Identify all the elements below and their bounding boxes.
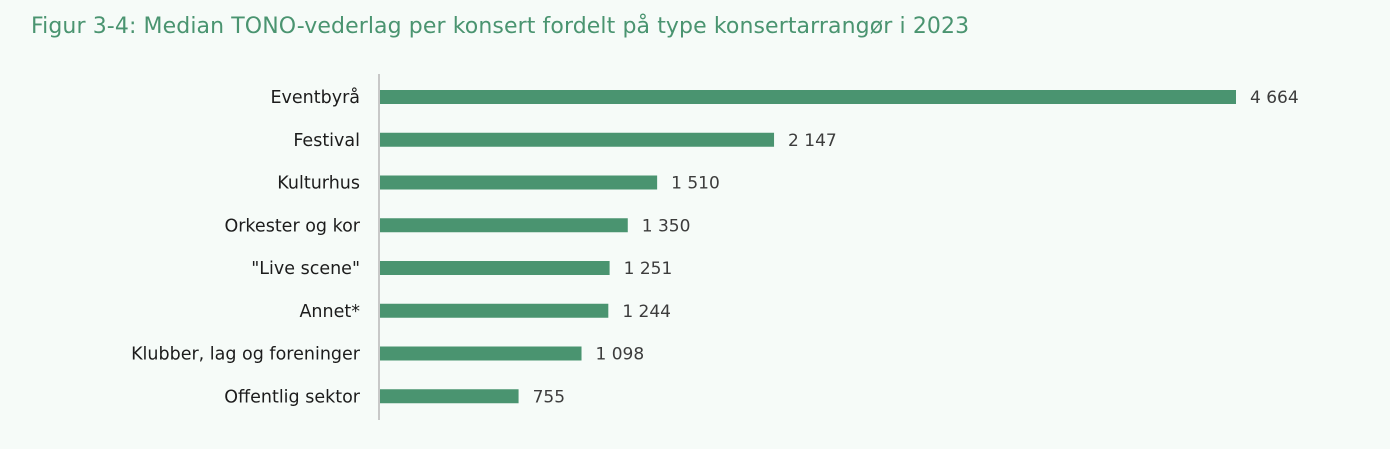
value-label: 1 244 [622, 302, 671, 322]
bar [380, 346, 582, 361]
bar [380, 132, 775, 147]
value-label: 1 510 [671, 174, 720, 194]
category-label: Annet* [299, 302, 360, 322]
value-label: 1 350 [642, 216, 691, 236]
value-label: 755 [533, 387, 565, 407]
bar [380, 261, 610, 275]
category-label: Klubber, lag og foreninger [131, 345, 361, 365]
bar [380, 303, 609, 318]
bar [380, 90, 1236, 104]
value-label: 2 147 [788, 131, 837, 151]
category-label: Festival [293, 131, 360, 151]
bar [380, 175, 658, 190]
category-label: Eventbyrå [270, 87, 360, 108]
value-label: 1 098 [596, 345, 645, 365]
bar [380, 218, 628, 233]
category-label: "Live scene" [251, 259, 360, 279]
bars-group: Eventbyrå 4 664 Festival 2 147 Kulturhus 1 51… [131, 87, 1299, 407]
category-label: Kulturhus [277, 174, 360, 194]
category-label: Offentlig sektor [224, 387, 361, 407]
value-label: 1 251 [624, 259, 673, 279]
value-label: 4 664 [1250, 88, 1299, 108]
category-label: Orkester og kor [224, 216, 360, 236]
chart-title: Figur 3-4: Median TONO-vederlag per kons… [31, 14, 970, 39]
bar [380, 389, 519, 404]
